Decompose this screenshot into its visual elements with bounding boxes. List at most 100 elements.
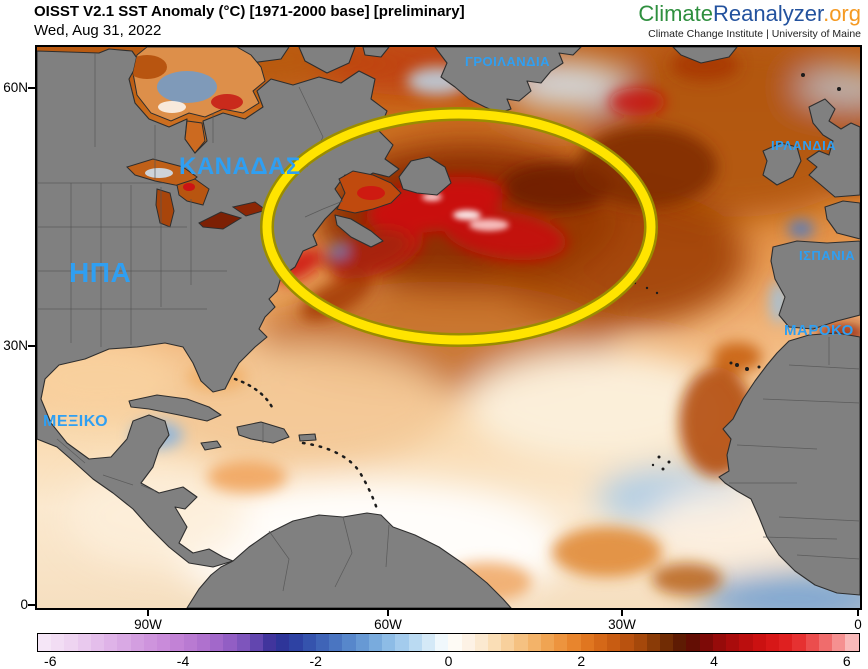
colorbar-tick-0: 0 (444, 653, 453, 669)
colorbar-tick--4: -4 (176, 653, 190, 669)
colorbar-segment (739, 634, 753, 651)
antilles-arc (301, 441, 379, 511)
colorbar-segment (792, 634, 806, 651)
land-ireland (762, 142, 802, 186)
small-islands (233, 73, 841, 511)
lon-tick-0 (857, 610, 859, 616)
colorbar-segment (607, 634, 621, 651)
lon-tick-90W (147, 610, 149, 616)
land-nova-scotia (334, 214, 384, 248)
colorbar-segment (554, 634, 568, 651)
map-label-ireland: ΙΡΛΑΝΔΙΑ (771, 138, 837, 153)
colorbar-segment (130, 634, 144, 651)
land-jamaica (200, 440, 222, 451)
colorbar-segment (38, 634, 52, 651)
colorbar-segment (593, 634, 608, 651)
colorbar-segment (342, 634, 356, 651)
colorbar-segment (765, 634, 780, 651)
lat-tick-0 (28, 604, 35, 606)
land-baffin-2 (298, 47, 356, 74)
lat-label-0: 0 (20, 597, 28, 612)
logo-part-reanalyzer: Reanalyzer (713, 1, 824, 26)
colorbar-segment (104, 634, 118, 651)
colorbar-segment (90, 634, 105, 651)
map-label-greenland: ΓΡΟΙΛΑΝΔΙΑ (465, 54, 550, 69)
colorbar-segment (646, 634, 661, 651)
map-canvas (37, 47, 860, 608)
colorbar-segment (117, 634, 131, 651)
land-great-britain (806, 98, 860, 198)
lat-label-30N: 30N (3, 338, 28, 353)
lon-label-60W: 60W (374, 617, 402, 632)
colorbar-segment (368, 634, 383, 651)
colorbar-segment (51, 634, 65, 651)
colorbar-segment (382, 634, 396, 651)
colorbar-segment (223, 634, 237, 651)
colorbar-segment (395, 634, 409, 651)
colorbar-segment (77, 634, 91, 651)
lon-tick-60W (387, 610, 389, 616)
colorbar-segment (805, 634, 819, 651)
colorbar-segment (408, 634, 422, 651)
colorbar-segment (474, 634, 488, 651)
colorbar-segment (461, 634, 475, 651)
colorbar-segment (673, 634, 687, 651)
colorbar-tick-6: 6 (842, 653, 851, 669)
colorbar-segment (540, 634, 555, 651)
colorbar-segment (752, 634, 766, 651)
colorbar-segment (196, 634, 211, 651)
colorbar-segment (567, 634, 581, 651)
logo-wordmark[interactable]: ClimateReanalyzer.org (638, 1, 861, 26)
political-borders (37, 53, 860, 592)
land-africa (718, 332, 860, 596)
colorbar-segment (170, 634, 184, 651)
colorbar-segment (686, 634, 700, 651)
lon-label-30W: 30W (608, 617, 636, 632)
colorbar-segment (262, 634, 277, 651)
lat-tick-60N (28, 87, 35, 89)
sst-anomaly-map: ΓΡΟΙΛΑΝΔΙΑ ΚΑΝΑΔΑΣ ΗΠΑ ΜΕΞΙΚΟ ΙΡΛΑΝΔΙΑ ΙΣΠΑΝΙ… (35, 45, 862, 610)
land-iceland (672, 47, 738, 64)
colorbar-segment (832, 634, 846, 651)
land-south-america (186, 512, 512, 608)
colorbar-segment (210, 634, 224, 651)
highlight-ellipse-annotation (260, 107, 658, 347)
colorbar-segment (514, 634, 528, 651)
colorbar-segment (236, 634, 250, 651)
colorbar-segment (289, 634, 303, 651)
land-greenland (434, 47, 582, 114)
logo-part-climate: Climate (638, 1, 713, 26)
inland-waters (126, 47, 402, 230)
colorbar-tick--2: -2 (309, 653, 322, 669)
site-logo[interactable]: ClimateReanalyzer.org Climate Change Ins… (638, 1, 861, 41)
colorbar-segment (421, 634, 436, 651)
land-france (824, 200, 860, 240)
map-label-usa: ΗΠΑ (69, 257, 132, 288)
james-bay (184, 120, 206, 154)
land-puerto-rico (298, 433, 317, 442)
colorbar-segment (712, 634, 727, 651)
colorbar-segment (143, 634, 158, 651)
colorbar-segment (845, 634, 859, 651)
colorbar-segment (435, 634, 449, 651)
map-label-mexico: ΜΕΞΙΚΟ (43, 413, 109, 430)
colorbar-segment (329, 634, 343, 651)
colorbar-segment (501, 634, 515, 651)
bahamas-arc (233, 377, 275, 411)
lon-tick-30W (621, 610, 623, 616)
colorbar-segment (183, 634, 197, 651)
map-label-canada: ΚΑΝΑΔΑΣ (179, 153, 301, 180)
colorbar-segment (818, 634, 833, 651)
colorbar-segment (64, 634, 78, 651)
land-resolution (362, 47, 390, 58)
lon-label-0: 0 (854, 617, 862, 632)
colorbar-segment (355, 634, 369, 651)
colorbar-segment (315, 634, 330, 651)
land-cuba (128, 394, 222, 422)
colorbar-segment (620, 634, 634, 651)
colorbar (37, 633, 860, 652)
colorbar-segment (302, 634, 316, 651)
land-iberia (770, 240, 860, 330)
lat-label-60N: 60N (3, 80, 28, 95)
